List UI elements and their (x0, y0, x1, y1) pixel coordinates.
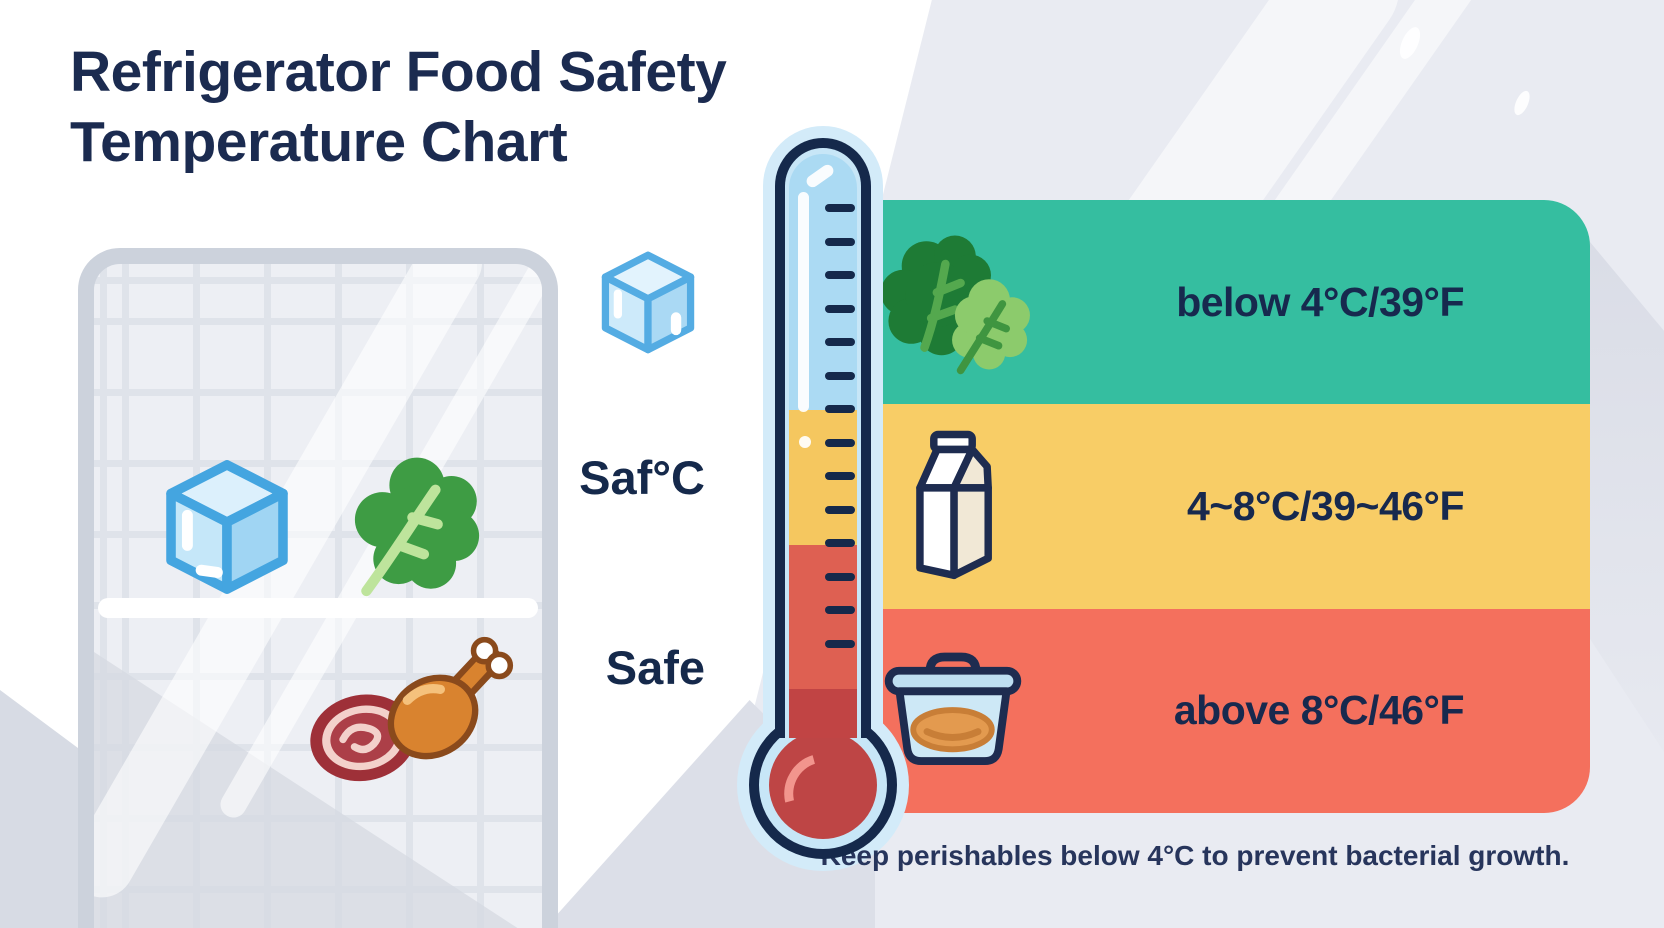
leafy-greens-icon (858, 226, 1048, 378)
thermometer-tube (775, 138, 871, 738)
footnote: Keep perishables below 4°C to prevent ba… (820, 840, 1570, 871)
fridge-shelf (98, 598, 538, 618)
thermometer-label-low: Safe (605, 641, 705, 694)
page-title: Refrigerator Food Safety Temperature Cha… (70, 38, 727, 177)
tube-shine (798, 192, 809, 412)
zone-cold: below 4°C/39°F (800, 200, 1590, 405)
zone-caution-label: 4~8°C/39~46°F (1186, 482, 1465, 529)
title-line-1: Refrigerator Food Safety (70, 40, 727, 104)
bulb-shine (770, 740, 870, 842)
thermometer-label-mid: Saf°C (579, 451, 705, 504)
thermometer-mercury-bulb (769, 731, 877, 842)
ice-cube-icon (166, 460, 288, 594)
zone-cold-label: below 4°C/39°F (1176, 278, 1464, 325)
food-container-icon (858, 648, 1048, 774)
lettuce-icon (354, 457, 480, 597)
ice-cube-icon (601, 251, 695, 354)
zone-caution: 4~8°C/39~46°F (800, 404, 1590, 609)
refrigerator-illustration (78, 248, 558, 928)
milk-carton-icon (858, 426, 1048, 586)
zone-danger: above 8°C/46°F (800, 608, 1590, 813)
thermometer-ticks (821, 204, 855, 684)
tube-shine (799, 436, 811, 448)
zone-danger-label: above 8°C/46°F (1173, 687, 1465, 734)
temperature-zone-panel: below 4°C/39°F 4~8°C/39~46°F (800, 200, 1590, 813)
title-line-2: Temperature Chart (70, 109, 568, 174)
drumstick-icon (387, 636, 514, 760)
